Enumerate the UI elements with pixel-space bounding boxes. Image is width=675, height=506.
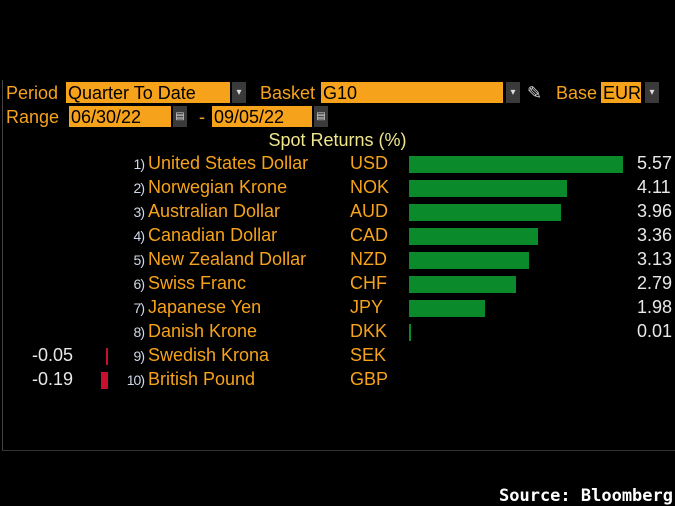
- currency-code: CAD: [350, 225, 389, 245]
- bar: [100, 372, 108, 389]
- currency-code: JPY: [350, 297, 384, 317]
- currency-code: CHF: [350, 273, 387, 293]
- calendar-icon[interactable]: ▤: [173, 106, 187, 127]
- chart-row[interactable]: 3) Australian Dollar AUD 3.96: [0, 201, 675, 225]
- bar: [409, 252, 530, 269]
- value-label: 0.01: [637, 321, 673, 341]
- pencil-icon[interactable]: ✎: [527, 83, 543, 103]
- currency-name: New Zealand Dollar: [148, 249, 307, 269]
- range-separator: -: [199, 107, 205, 127]
- currency-name: Norwegian Krone: [148, 177, 288, 197]
- basket-select[interactable]: G10: [321, 82, 503, 103]
- chart-row[interactable]: 2) Norwegian Krone NOK 4.11: [0, 177, 675, 201]
- chart-row[interactable]: 5) New Zealand Dollar NZD 3.13: [0, 249, 675, 273]
- currency-name: Danish Krone: [148, 321, 258, 341]
- currency-name: Swiss Franc: [148, 273, 247, 293]
- rank-number: 6): [133, 276, 145, 292]
- period-label: Period: [6, 83, 59, 103]
- rank-number: 4): [133, 228, 145, 244]
- range-label: Range: [6, 107, 60, 127]
- bar: [106, 348, 108, 365]
- period-select[interactable]: Quarter To Date: [66, 82, 230, 103]
- currency-code: DKK: [350, 321, 388, 341]
- chart-title: Spot Returns (%): [268, 130, 407, 150]
- chart-row[interactable]: 9) Swedish Krona SEK -0.05: [0, 345, 675, 369]
- value-label: -0.05: [31, 345, 73, 365]
- currency-code: USD: [350, 153, 389, 173]
- currency-name: Japanese Yen: [148, 297, 262, 317]
- bar: [409, 300, 486, 317]
- currency-code: NZD: [350, 249, 387, 269]
- period-dropdown-icon[interactable]: ▾: [232, 82, 246, 103]
- chart-row[interactable]: 7) Japanese Yen JPY 1.98: [0, 297, 675, 321]
- basket-label: Basket: [260, 83, 316, 103]
- rank-number: 5): [133, 252, 145, 268]
- currency-code: SEK: [350, 345, 387, 365]
- value-label: -0.19: [31, 369, 73, 389]
- currency-name: Australian Dollar: [148, 201, 281, 221]
- rank-number: 9): [133, 348, 145, 364]
- bar: [409, 324, 411, 341]
- bar: [409, 156, 623, 173]
- rank-number: 1): [133, 156, 145, 172]
- currency-code: AUD: [350, 201, 389, 221]
- source-note: Source: Bloomberg: [499, 486, 673, 506]
- rank-number: 3): [133, 204, 145, 220]
- basket-dropdown-icon[interactable]: ▾: [506, 82, 520, 103]
- currency-code: NOK: [350, 177, 390, 197]
- bar: [409, 180, 567, 197]
- value-label: 3.13: [637, 249, 673, 269]
- rank-number: 2): [133, 180, 145, 196]
- bar: [409, 228, 539, 245]
- range-end-input[interactable]: 09/05/22: [212, 106, 312, 127]
- value-label: 1.98: [637, 297, 673, 317]
- chart-row[interactable]: 10) British Pound GBP -0.19: [0, 369, 675, 393]
- range-start-input[interactable]: 06/30/22: [69, 106, 171, 127]
- value-label: 4.11: [637, 177, 671, 197]
- value-label: 5.57: [637, 153, 673, 173]
- rank-number: 10): [126, 372, 145, 388]
- rank-number: 8): [133, 324, 145, 340]
- base-dropdown-icon[interactable]: ▾: [645, 82, 659, 103]
- currency-name: British Pound: [148, 369, 256, 389]
- base-select[interactable]: EUR: [601, 82, 642, 103]
- calendar-icon[interactable]: ▤: [314, 106, 328, 127]
- chart-panel: [2, 80, 675, 451]
- currency-code: GBP: [350, 369, 389, 389]
- rank-number: 7): [133, 300, 145, 316]
- chart-row[interactable]: 4) Canadian Dollar CAD 3.36: [0, 225, 675, 249]
- value-label: 3.36: [637, 225, 673, 245]
- currency-name: Canadian Dollar: [148, 225, 278, 245]
- chart-row[interactable]: 8) Danish Krone DKK 0.01: [0, 321, 675, 345]
- currency-name: United States Dollar: [148, 153, 309, 173]
- chart-row[interactable]: 6) Swiss Franc CHF 2.79: [0, 273, 675, 297]
- bar: [409, 276, 517, 293]
- bar: [409, 204, 562, 221]
- value-label: 2.79: [637, 273, 673, 293]
- chart-row[interactable]: 1) United States Dollar USD 5.57: [0, 153, 675, 177]
- value-label: 3.96: [637, 201, 673, 221]
- base-label: Base: [556, 83, 598, 103]
- currency-name: Swedish Krona: [148, 345, 270, 365]
